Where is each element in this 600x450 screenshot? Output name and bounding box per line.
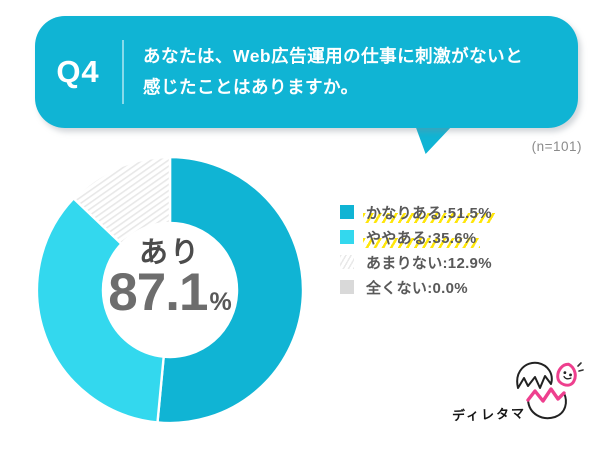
center-value-line: 87.1% <box>85 266 255 330</box>
sample-size: (n=101) <box>531 139 582 154</box>
divider <box>122 40 124 104</box>
legend-item: 全くない:0.0% <box>340 279 495 297</box>
donut-segment-3 <box>71 155 172 246</box>
donut-chart <box>35 155 305 425</box>
donut-segment-1 <box>156 155 305 425</box>
egg-character-eye-right <box>569 373 572 377</box>
sparkle-icon <box>577 362 584 372</box>
question-text: あなたは、Web広告運用の仕事に刺激がないと 感じたことはありますか。 <box>143 41 523 103</box>
egg-character-eye-left <box>563 371 567 375</box>
center-unit: % <box>209 288 232 316</box>
legend-item: ややある:35.6% <box>340 226 495 248</box>
center-value: 87.1 <box>108 263 208 322</box>
legend-swatch <box>340 205 354 219</box>
egg-character-body <box>556 362 577 387</box>
question-line-2: 感じたことはありますか。 <box>143 77 359 97</box>
crack-zigzag-accent <box>526 387 566 403</box>
legend-swatch <box>340 280 354 294</box>
egg-shell-top <box>516 361 553 389</box>
center-answer-label: あり <box>138 237 201 269</box>
legend-item: あまりない:12.9% <box>340 254 495 272</box>
chart-legend: かなりある:51.5% ややある:35.6% あまりない:12.9% 全くない:0.0… <box>340 201 495 304</box>
donut-segment-2 <box>35 196 165 424</box>
legend-label: ややある:35.6% <box>363 226 480 248</box>
legend-swatch <box>340 255 354 269</box>
speech-bubble-tail <box>415 125 453 154</box>
question-bubble: Q4 あなたは、Web広告運用の仕事に刺激がないと 感じたことはありますか。 <box>35 16 578 128</box>
brand-name: ディレタマ <box>451 405 527 424</box>
legend-label: 全くない:0.0% <box>366 279 468 297</box>
legend-label: あまりない:12.9% <box>366 254 492 272</box>
legend-swatch <box>340 230 354 244</box>
egg-character <box>556 362 577 387</box>
donut-center-label: あり 87.1% <box>85 238 255 330</box>
question-number: Q4 <box>56 54 100 89</box>
question-line-1: あなたは、Web広告運用の仕事に刺激がないと <box>143 46 524 66</box>
legend-item: かなりある:51.5% <box>340 201 495 223</box>
legend-label: かなりある:51.5% <box>363 201 495 223</box>
mascot-egg-illustration <box>516 361 584 419</box>
egg-character-smile <box>563 375 572 380</box>
